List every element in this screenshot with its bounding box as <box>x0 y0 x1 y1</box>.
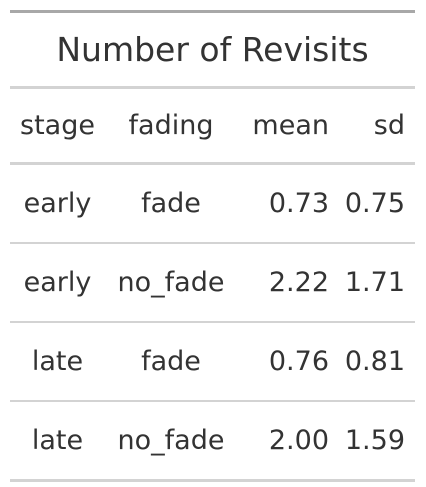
table-row: early no_fade 2.22 1.71 <box>10 242 415 321</box>
cell-mean: 0.76 <box>268 346 329 377</box>
table-title: Number of Revisits <box>56 30 369 69</box>
cell-fading: no_fade <box>117 425 225 456</box>
cell-fading: fade <box>141 188 201 219</box>
summary-table: Number of Revisits stage fading mean sd … <box>10 10 415 482</box>
title-divider <box>10 86 415 89</box>
header-divider <box>10 162 415 165</box>
table-row: early fade 0.73 0.75 <box>10 165 415 242</box>
cell-mean: 0.73 <box>268 188 329 219</box>
column-header-mean: mean <box>252 110 329 141</box>
column-header-sd: sd <box>373 110 405 141</box>
cell-fading: fade <box>141 346 201 377</box>
header-row: stage fading mean sd <box>10 89 415 162</box>
table-row: late no_fade 2.00 1.59 <box>10 400 415 479</box>
cell-stage: early <box>23 267 92 298</box>
cell-stage: late <box>31 346 84 377</box>
table-row: late fade 0.76 0.81 <box>10 321 415 400</box>
cell-sd: 1.71 <box>344 267 405 298</box>
cell-stage: early <box>23 188 92 219</box>
cell-fading: no_fade <box>117 267 225 298</box>
column-header-stage: stage <box>20 110 95 141</box>
cell-mean: 2.22 <box>268 267 329 298</box>
column-header-fading: fading <box>128 110 214 141</box>
cell-sd: 1.59 <box>344 425 405 456</box>
cell-stage: late <box>31 425 84 456</box>
table-bottom-rule <box>10 479 415 482</box>
table-top-rule <box>10 10 415 13</box>
cell-mean: 2.00 <box>268 425 329 456</box>
cell-sd: 0.75 <box>344 188 405 219</box>
cell-sd: 0.81 <box>344 346 405 377</box>
